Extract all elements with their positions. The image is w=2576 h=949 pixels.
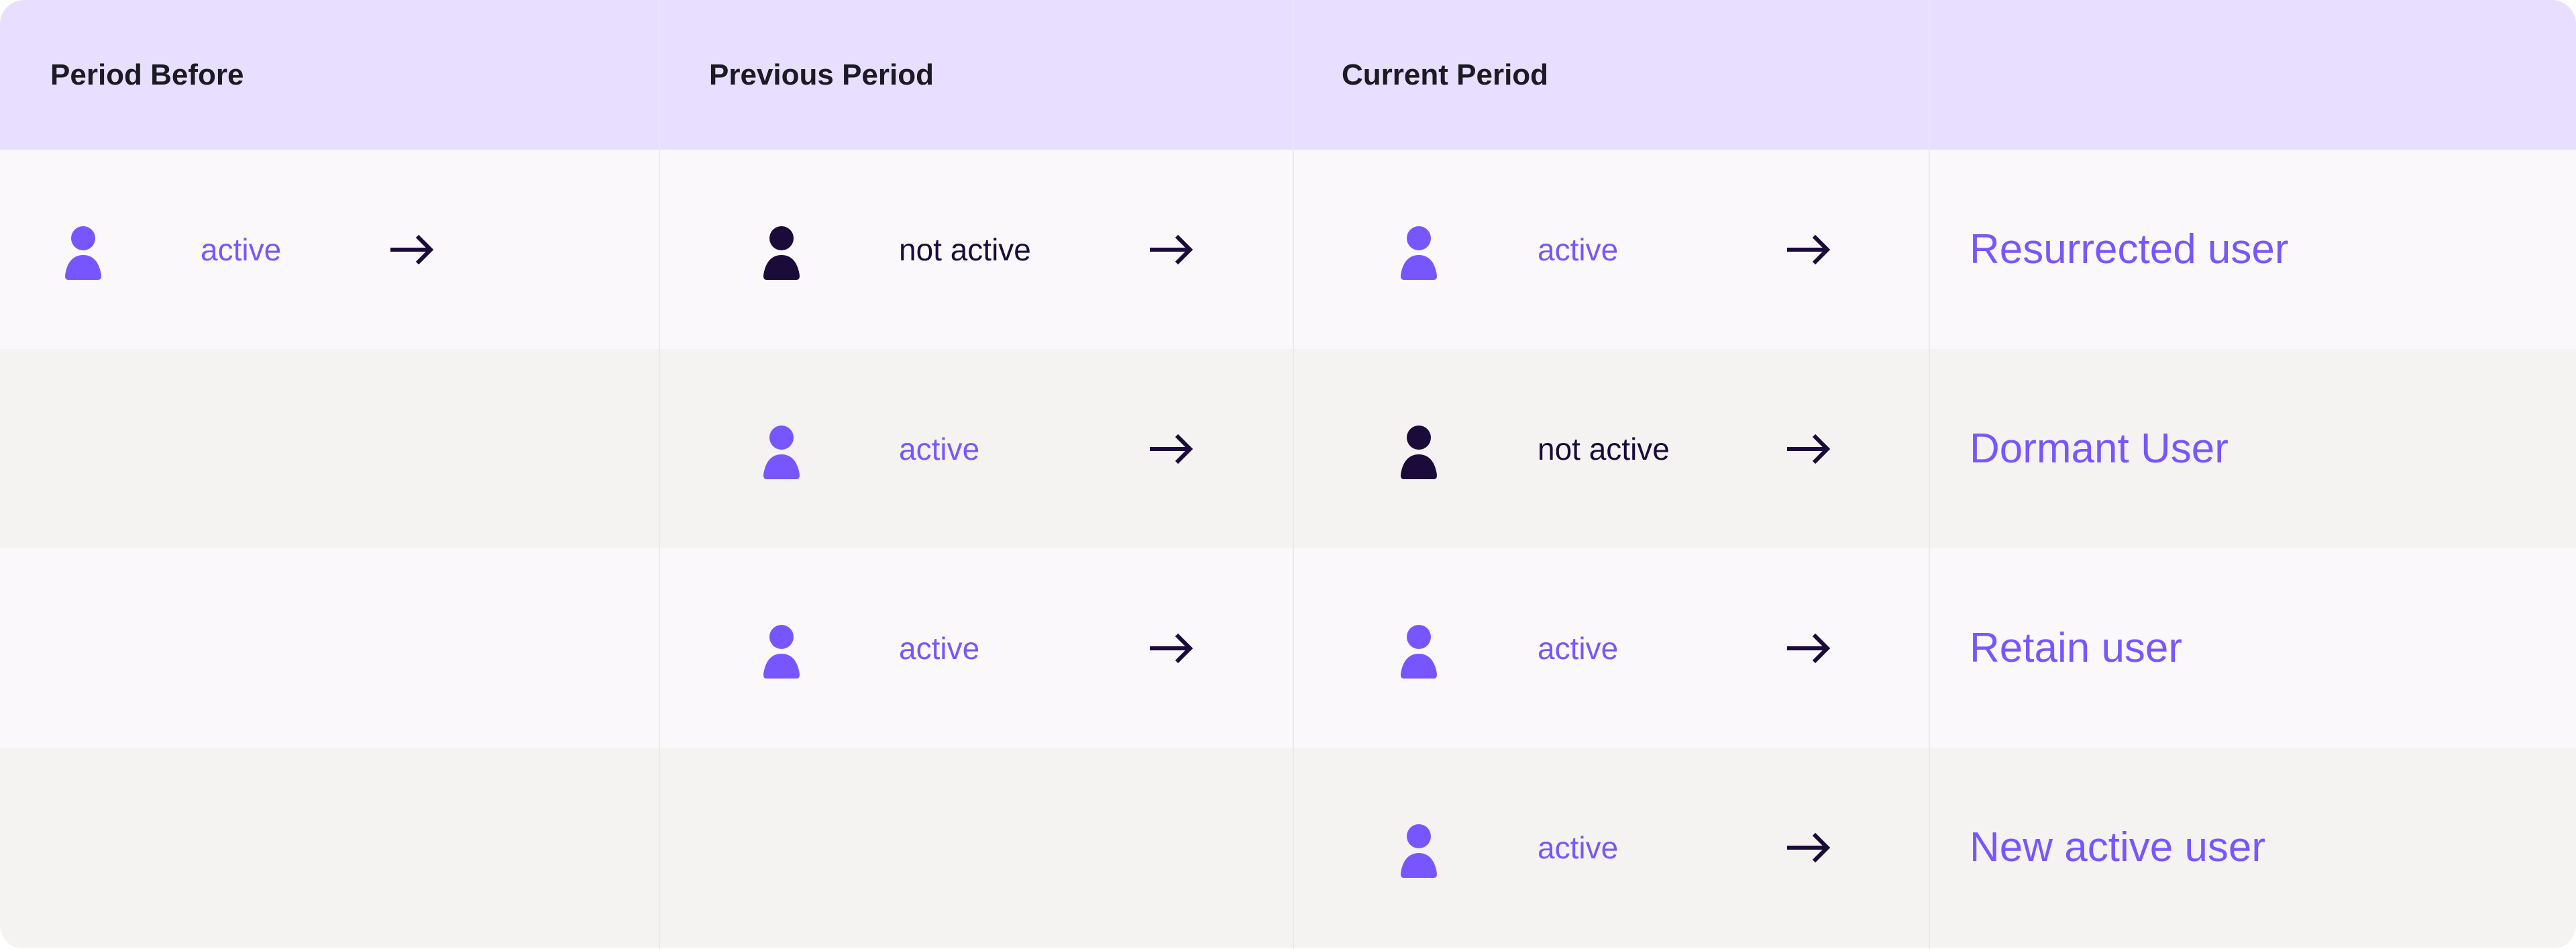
arrow-right-icon <box>1148 432 1193 466</box>
column-divider <box>659 0 660 949</box>
column-divider <box>1929 0 1930 949</box>
user-type-label: Dormant User <box>1970 426 2229 472</box>
status-text: active <box>1538 232 1619 267</box>
status-text: not active <box>1538 431 1670 466</box>
arrow-right-icon <box>389 233 434 266</box>
arrow-right-icon <box>1786 432 1831 466</box>
user-type-label: Retain user <box>1970 625 2183 671</box>
user-type-label: New active user <box>1970 824 2266 870</box>
table-row: active New active user <box>0 748 2576 947</box>
user-type-label: Resurrected user <box>1970 226 2289 272</box>
arrow-right-icon <box>1786 831 1831 864</box>
user-icon <box>1398 824 1440 878</box>
column-header-previous-period: Previous Period <box>709 58 934 91</box>
column-divider <box>1293 0 1294 949</box>
status-text: active <box>899 431 980 466</box>
user-icon <box>1398 226 1440 280</box>
table-header: Period Before Previous Period Current Pe… <box>0 0 2576 150</box>
status-text: active <box>1538 630 1619 666</box>
user-icon <box>62 226 104 280</box>
user-icon <box>761 226 802 280</box>
status-text: active <box>899 630 980 666</box>
arrow-right-icon <box>1148 233 1193 266</box>
table-row: active active Retain user <box>0 548 2576 748</box>
status-text: active <box>201 232 282 267</box>
table-row: active not active active Resurrected user <box>0 150 2576 349</box>
status-text: not active <box>899 232 1031 267</box>
arrow-right-icon <box>1786 632 1831 665</box>
column-header-period-before: Period Before <box>50 58 244 91</box>
table-row: active not active Dormant User <box>0 349 2576 548</box>
user-icon <box>1398 625 1440 679</box>
user-icon <box>761 426 802 479</box>
user-icon <box>761 625 802 679</box>
status-text: active <box>1538 830 1619 865</box>
column-header-current-period: Current Period <box>1342 58 1549 91</box>
user-icon <box>1398 426 1440 479</box>
arrow-right-icon <box>1786 233 1831 266</box>
arrow-right-icon <box>1148 632 1193 665</box>
